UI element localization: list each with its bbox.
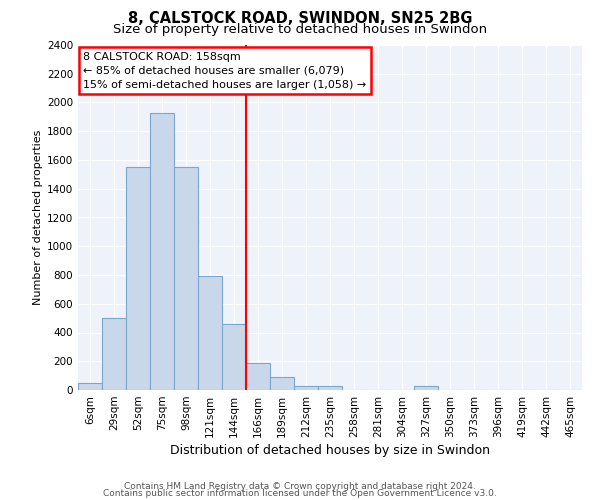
Text: 8, CALSTOCK ROAD, SWINDON, SN25 2BG: 8, CALSTOCK ROAD, SWINDON, SN25 2BG xyxy=(128,11,472,26)
Bar xyxy=(78,383,102,390)
Bar xyxy=(270,377,294,390)
Bar xyxy=(222,324,246,390)
Bar xyxy=(414,386,438,390)
Bar xyxy=(150,112,174,390)
Y-axis label: Number of detached properties: Number of detached properties xyxy=(33,130,43,305)
Text: Contains HM Land Registry data © Crown copyright and database right 2024.: Contains HM Land Registry data © Crown c… xyxy=(124,482,476,491)
Bar xyxy=(174,167,198,390)
Text: Contains public sector information licensed under the Open Government Licence v3: Contains public sector information licen… xyxy=(103,489,497,498)
Text: Size of property relative to detached houses in Swindon: Size of property relative to detached ho… xyxy=(113,22,487,36)
X-axis label: Distribution of detached houses by size in Swindon: Distribution of detached houses by size … xyxy=(170,444,490,457)
Bar xyxy=(198,276,222,390)
Bar xyxy=(102,318,126,390)
Bar xyxy=(126,167,150,390)
Bar xyxy=(246,362,270,390)
Bar xyxy=(318,386,342,390)
Text: 8 CALSTOCK ROAD: 158sqm
← 85% of detached houses are smaller (6,079)
15% of semi: 8 CALSTOCK ROAD: 158sqm ← 85% of detache… xyxy=(83,52,366,90)
Bar xyxy=(294,386,318,390)
